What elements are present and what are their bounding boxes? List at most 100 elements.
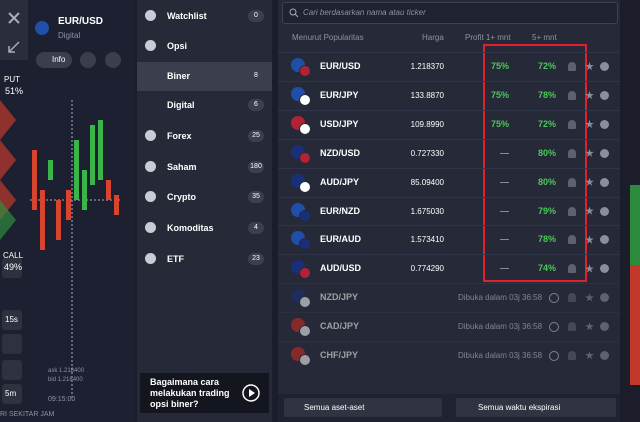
star-icon[interactable] xyxy=(585,148,594,157)
star-icon[interactable] xyxy=(585,206,594,215)
menu-icon xyxy=(145,191,156,202)
star-icon[interactable] xyxy=(585,62,594,71)
bell-icon[interactable] xyxy=(568,206,576,216)
open-status: Dibuka dalam 03j 36:58 xyxy=(458,351,543,360)
star-icon[interactable] xyxy=(585,235,594,244)
asset-row[interactable]: EUR/JPY 133.8870 75% 78% xyxy=(278,80,620,110)
profit-1min: 75% xyxy=(490,118,509,129)
menu-item[interactable]: ETF 23 xyxy=(137,245,272,274)
asset-row[interactable]: EUR/NZD 1.675030 — 79% xyxy=(278,196,620,226)
asset-row[interactable]: USD/JPY 109.8990 75% 72% xyxy=(278,109,620,139)
profit-1min: 75% xyxy=(490,89,509,100)
pair-name: EUR/NZD xyxy=(320,205,360,216)
info-icon[interactable] xyxy=(600,235,609,245)
star-icon[interactable] xyxy=(585,322,594,331)
bell-icon[interactable] xyxy=(568,351,576,360)
menu-item[interactable]: Watchlist 0 xyxy=(137,2,272,31)
asset-row[interactable]: NZD/USD 0.727330 — 80% xyxy=(278,138,620,168)
asset-filter[interactable]: Semua aset-aset xyxy=(284,398,442,417)
asset-row[interactable]: CHF/JPY Dibuka dalam 03j 36:58 xyxy=(278,341,620,370)
candles xyxy=(32,120,119,250)
info-icon[interactable] xyxy=(600,293,609,303)
asset-list: Cari berdasarkan nama atau ticker Menuru… xyxy=(278,0,620,422)
timeframe-button[interactable]: 15s xyxy=(5,315,18,324)
column-header[interactable]: Harga xyxy=(422,33,444,42)
info-icon[interactable] xyxy=(600,119,609,129)
asset-flag xyxy=(35,21,49,35)
expiry-filter[interactable]: Semua waktu ekspirasi xyxy=(456,398,616,417)
bell-icon[interactable] xyxy=(568,322,576,332)
menu-count: 180 xyxy=(248,161,264,173)
menu-item[interactable]: Opsi xyxy=(137,32,272,61)
column-header[interactable]: Menurut Popularitas xyxy=(292,33,364,42)
info-icon[interactable] xyxy=(600,177,609,187)
info-icon[interactable] xyxy=(600,322,609,332)
price: 133.8870 xyxy=(410,90,444,100)
info-icon[interactable] xyxy=(600,264,609,274)
bell-icon[interactable] xyxy=(568,177,576,187)
menu-item[interactable]: Forex 25 xyxy=(137,122,272,151)
bell-icon[interactable] xyxy=(568,90,576,100)
bell-icon[interactable] xyxy=(568,264,576,274)
star-icon[interactable] xyxy=(585,264,594,273)
profit-1min: — xyxy=(500,234,509,245)
menu-count: 8 xyxy=(248,70,264,82)
clock-icon xyxy=(549,322,559,333)
info-icon[interactable] xyxy=(600,148,609,158)
flag-quote xyxy=(299,151,311,164)
promo-text: Bagaimana cara melakukan trading opsi bi… xyxy=(150,377,230,409)
open-status: Dibuka dalam 03j 36:58 xyxy=(458,293,543,303)
menu-label: Crypto xyxy=(167,192,196,202)
star-icon[interactable] xyxy=(585,177,594,186)
asset-row[interactable]: CAD/JPY Dibuka dalam 03j 36:58 xyxy=(278,312,620,341)
menu-count: 35 xyxy=(248,191,264,203)
profit-1min: — xyxy=(500,147,509,158)
asset-row[interactable]: NZD/JPY Dibuka dalam 03j 36:58 xyxy=(278,283,620,312)
chart-canvas xyxy=(0,0,121,404)
menu-item[interactable]: Saham 180 xyxy=(137,153,272,182)
asset-row[interactable]: EUR/USD 1.218370 75% 72% xyxy=(278,52,620,81)
asset-row[interactable]: EUR/AUD 1.573410 — 78% xyxy=(278,225,620,254)
info-icon[interactable] xyxy=(600,62,609,71)
price: 1.218370 xyxy=(410,62,444,71)
timeframe-button[interactable]: 5m xyxy=(5,389,17,398)
info-icon[interactable] xyxy=(600,90,609,100)
bell-icon[interactable] xyxy=(568,235,576,245)
flag-quote xyxy=(299,93,311,106)
column-header[interactable]: Profit 1+ mnt xyxy=(465,33,511,42)
asset-row[interactable]: AUD/USD 0.774290 — 74% xyxy=(278,254,620,283)
bell-icon[interactable] xyxy=(568,148,576,158)
asset-row[interactable]: AUD/JPY 85.09400 — 80% xyxy=(278,167,620,197)
put-label: PUT xyxy=(4,75,20,84)
info-button[interactable]: Info xyxy=(52,55,66,64)
column-header[interactable]: 5+ mnt xyxy=(532,33,557,42)
asset-type: Digital xyxy=(58,31,81,40)
call-label: CALL xyxy=(3,251,24,260)
star-icon[interactable] xyxy=(585,293,594,302)
profit-5min: 78% xyxy=(537,234,556,245)
bell-button xyxy=(80,52,96,68)
bell-icon[interactable] xyxy=(568,62,576,71)
bid-price: bid 1.218400 xyxy=(48,377,83,383)
bell-icon[interactable] xyxy=(568,119,576,129)
star-icon[interactable] xyxy=(585,90,594,100)
search-box[interactable]: Cari berdasarkan nama atau ticker xyxy=(282,2,618,24)
bell-icon[interactable] xyxy=(568,293,576,303)
info-icon[interactable] xyxy=(600,206,609,216)
star-icon[interactable] xyxy=(585,351,594,360)
menu-item[interactable]: Biner 8 xyxy=(137,62,272,91)
search-icon xyxy=(289,8,299,18)
flag-quote xyxy=(299,325,311,338)
search-placeholder: Cari berdasarkan nama atau ticker xyxy=(303,8,426,17)
info-icon[interactable] xyxy=(600,351,609,360)
asset-name[interactable]: EUR/USD xyxy=(58,16,104,27)
chart-time: 09:15:00 xyxy=(48,396,76,403)
promo-card[interactable]: Bagaimana cara melakukan trading opsi bi… xyxy=(140,373,269,413)
menu-item[interactable]: Crypto 35 xyxy=(137,183,272,212)
star-button xyxy=(105,52,121,68)
flag-quote xyxy=(299,209,311,222)
menu-item[interactable]: Digital 6 xyxy=(137,91,272,120)
tool-button xyxy=(2,384,22,404)
menu-item[interactable]: Komoditas 4 xyxy=(137,214,272,243)
star-icon[interactable] xyxy=(585,119,594,128)
